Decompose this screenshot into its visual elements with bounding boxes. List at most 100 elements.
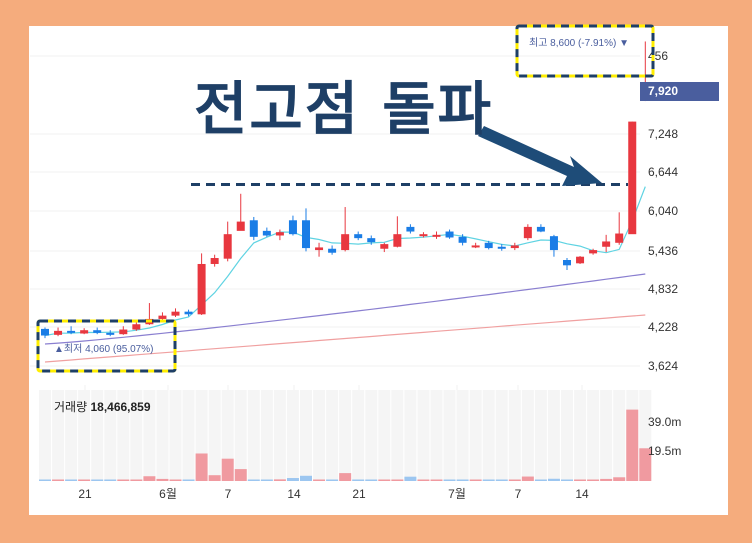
candle-body (510, 245, 519, 249)
volume-bg (130, 390, 143, 481)
volume-bar (91, 479, 104, 481)
volume-bg (39, 390, 51, 481)
volume-bar (130, 479, 143, 481)
low-annotation: ▲최저 4,060 (95.07%) (54, 343, 153, 355)
candle-body (497, 246, 506, 249)
volume-bar (561, 479, 573, 481)
volume-bar (117, 479, 130, 481)
volume-bg (547, 390, 560, 481)
candle-body (393, 234, 402, 247)
x-tick-label: 21 (78, 487, 92, 501)
y-tick-label: 5,436 (648, 244, 678, 258)
volume-bar (378, 479, 391, 481)
volume-bar (286, 478, 299, 481)
volume-bg (561, 390, 573, 481)
volume-bg (482, 390, 495, 481)
volume-bg (339, 390, 352, 481)
volume-bar (195, 453, 208, 481)
volume-bg (352, 390, 365, 481)
y-tick-label: 4,228 (648, 320, 678, 334)
candle-body (132, 324, 141, 330)
candle-body (445, 231, 454, 238)
volume-bar (443, 479, 456, 481)
volume-bar (208, 475, 221, 481)
volume-bar (508, 479, 521, 481)
candle-body (484, 242, 493, 249)
candle-body (249, 220, 258, 237)
volume-bar (430, 479, 443, 481)
volume-bar (326, 479, 339, 481)
candle-body (80, 330, 89, 334)
y-tick-label: 3,624 (648, 359, 678, 373)
candle-body (106, 332, 115, 335)
volume-bg (117, 390, 130, 481)
volume-bar (417, 479, 430, 481)
volume-value: 18,466,859 (90, 400, 151, 414)
x-tick-label: 6월 (159, 487, 177, 501)
headline-text: 전고점 돌파 (194, 75, 493, 143)
candle-body (419, 234, 428, 237)
volume-bar (234, 469, 247, 481)
candle-body (171, 311, 180, 316)
volume-tick-label: 19.5m (648, 444, 681, 458)
candle-body (288, 220, 297, 235)
volume-bar (273, 479, 286, 481)
volume-bg (587, 390, 600, 481)
volume-bar (574, 479, 587, 481)
candle-body (41, 328, 49, 336)
candle-body (432, 234, 441, 237)
volume-bar (260, 479, 273, 481)
ma60-line (44, 314, 646, 363)
volume-bar (547, 478, 560, 481)
volume-tick-label: 39.0m (648, 415, 681, 429)
x-tick-label: 7월 (448, 487, 466, 501)
volume-bg (534, 390, 547, 481)
candle-body (549, 236, 558, 251)
volume-bg (247, 390, 260, 481)
volume-bar (65, 479, 78, 481)
volume-bg (156, 390, 169, 481)
volume-bg (286, 390, 299, 481)
high-annotation: 최고 8,600 (-7.91%) ▼ (529, 37, 629, 49)
candle-body (341, 234, 350, 251)
volume-bar (521, 476, 534, 481)
candle-body (315, 247, 324, 251)
volume-bg (391, 390, 404, 481)
candle-body (628, 121, 637, 235)
candle-body (328, 248, 337, 253)
volume-bar (247, 479, 260, 481)
volume-bar (534, 479, 547, 481)
volume-bg (313, 390, 326, 481)
volume-bg (326, 390, 339, 481)
volume-bg (300, 390, 312, 481)
volume-bg (104, 390, 117, 481)
candle-body (184, 311, 193, 315)
volume-bar (169, 479, 182, 481)
volume-bg (404, 390, 417, 481)
volume-bar (352, 479, 365, 481)
low-highlight-dash (36, 319, 177, 373)
candle-body (302, 220, 310, 249)
volume-bg (443, 390, 456, 481)
arrow-icon (478, 126, 602, 186)
volume-bg (613, 390, 626, 481)
volume-bar (39, 479, 51, 481)
candle-body (158, 315, 167, 319)
volume-bar (104, 479, 117, 481)
candle-body (354, 234, 363, 239)
candle-body (67, 330, 76, 333)
y-tick-label: 6,040 (648, 204, 678, 218)
x-tick-label: 7 (225, 487, 232, 501)
high-highlight-dash (515, 24, 655, 78)
volume-bar (52, 479, 65, 481)
volume-bg (143, 390, 156, 481)
current-price-tag: 7,920 (640, 82, 719, 101)
candle-body (563, 260, 571, 266)
candle-body (589, 250, 598, 254)
candle-body (223, 234, 232, 259)
volume-label: 거래량 18,466,859 (54, 398, 151, 415)
volume-bg (208, 390, 221, 481)
y-tick-label: 7,248 (648, 127, 678, 141)
ma20-line (44, 273, 646, 345)
